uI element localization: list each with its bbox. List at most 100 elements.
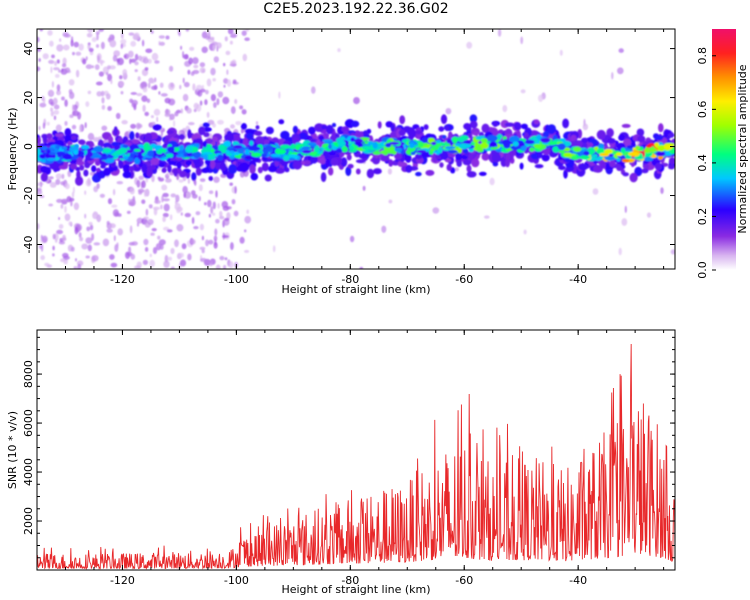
spectrogram-ridge-mark	[168, 153, 174, 158]
spectrogram-noise-mark	[184, 54, 189, 60]
spectrogram-band-mark	[622, 172, 629, 177]
spectrogram-ridge-mark	[460, 143, 472, 148]
spectrogram-ridge-mark	[512, 141, 519, 147]
spectrogram-band-mark	[231, 134, 241, 142]
spectrogram-ridge-mark	[669, 149, 675, 154]
spectrogram-noise-mark	[64, 67, 71, 73]
spectrogram-noise-mark	[245, 29, 250, 32]
spectrogram-band-mark	[606, 128, 614, 138]
spectrogram-noise-mark	[54, 61, 58, 66]
spectrogram-noise-mark	[169, 113, 175, 121]
spectrogram-noise-mark	[165, 35, 170, 40]
spectrogram-noise-mark	[41, 243, 44, 252]
spectrogram-band-mark	[345, 166, 352, 177]
spectrogram-ridge-mark	[573, 146, 582, 153]
spectrogram-noise-mark	[224, 257, 228, 261]
spectrogram-noise-mark	[130, 253, 136, 260]
spectrogram-noise-mark	[230, 242, 234, 251]
spectrogram-noise-mark	[107, 198, 113, 205]
spectrogram-noise-mark	[87, 44, 91, 50]
spectrogram-ridge-mark	[167, 146, 175, 153]
spectrogram-noise-mark	[362, 185, 366, 191]
spectrogram-noise-mark	[109, 39, 117, 48]
spectrogram-noise-mark	[136, 222, 140, 227]
spectrogram-ridge-mark	[458, 138, 465, 143]
x-tick-label: -120	[110, 574, 135, 587]
spectrogram-noise-mark	[123, 54, 127, 59]
spectrogram-band-mark	[319, 157, 327, 165]
colorbar-tick-label: 0.8	[696, 47, 709, 65]
spectrogram-noise-mark	[190, 239, 196, 245]
spectrogram-noise-mark	[160, 93, 168, 97]
spectrogram-noise-mark	[201, 249, 205, 254]
spectrogram-noise-mark	[621, 218, 628, 226]
spectrogram-band-mark	[609, 160, 616, 168]
spectrogram-noise-mark	[117, 57, 124, 66]
spectrogram-noise-mark	[117, 228, 123, 236]
spectrogram-noise-mark	[200, 258, 207, 262]
spectrogram-noise-mark	[213, 176, 220, 183]
spectrogram-noise-mark	[128, 50, 134, 58]
spectrogram-noise-mark	[85, 237, 93, 244]
spectrogram-noise-mark	[158, 91, 161, 95]
spectrogram-band-mark	[76, 170, 81, 180]
spectrogram-noise-mark	[246, 209, 250, 214]
spectrogram-ridge-mark	[279, 144, 291, 149]
spectrogram-band-mark	[63, 160, 69, 169]
spectrogram-noise-mark	[182, 93, 189, 102]
spectrogram-noise-mark	[128, 201, 135, 207]
spectrogram-ridge-mark	[431, 145, 440, 151]
spectrogram-noise-mark	[158, 239, 166, 246]
spectrogram-band-mark	[328, 167, 334, 176]
spectrogram-noise-mark	[153, 108, 161, 116]
spectrogram-noise-mark	[137, 55, 143, 61]
spectrogram-noise-mark	[230, 60, 236, 65]
x-tick-label: -120	[110, 273, 135, 286]
spectrogram-band-mark	[346, 153, 352, 161]
spectrogram-band-mark	[55, 133, 64, 138]
snr-panel: -120 -100 -80 -60 -40 2000 4000 6000 8000 Heigh…	[6, 329, 676, 596]
spectrogram-band-mark	[167, 164, 172, 173]
spectrogram-band-mark	[541, 154, 550, 162]
spectrogram-noise-mark	[91, 255, 99, 262]
y-tick-label: -20	[22, 187, 35, 205]
spectrogram-noise-mark	[244, 249, 250, 253]
spectrogram-band-mark	[178, 134, 186, 140]
spectrogram-ridge-mark	[301, 146, 311, 150]
spectrogram-noise-mark	[216, 98, 220, 106]
spectrogram-noise-mark	[48, 176, 54, 180]
spectrogram-noise-mark	[215, 218, 220, 224]
spectrogram-noise-mark	[212, 78, 216, 82]
spectrogram-noise-mark	[207, 199, 212, 208]
spectrogram-noise-mark	[170, 247, 175, 255]
spectrogram-noise-mark	[381, 225, 387, 233]
spectrogram-noise-mark	[179, 259, 187, 267]
spectrogram-noise-mark	[133, 32, 140, 40]
x-tick-label: -80	[341, 574, 359, 587]
spectrogram-noise-mark	[56, 84, 61, 92]
spectrogram-ridge-mark	[533, 143, 542, 149]
spectrogram-noise-mark	[75, 258, 77, 262]
spectrogram-noise-mark	[100, 59, 103, 66]
spectrogram-band-mark	[278, 119, 285, 125]
spectrogram-noise-mark	[91, 65, 95, 69]
spectrogram-noise-mark	[40, 255, 45, 261]
spectrogram-band-mark	[637, 135, 646, 143]
spectrogram-noise-mark	[213, 235, 218, 242]
spectrogram-band-mark	[607, 138, 616, 144]
spectrogram-noise-mark	[230, 124, 235, 129]
spectrogram-band-mark	[468, 154, 474, 159]
spectrogram-frame	[36, 28, 676, 270]
spectrogram-noise-mark	[242, 53, 248, 62]
spectrogram-band-mark	[636, 128, 645, 137]
colorbar-tick-label: 0.0	[696, 261, 709, 279]
spectrogram-band-mark	[469, 114, 478, 123]
spectrogram-noise-mark	[110, 262, 118, 268]
spectrogram-band-mark	[558, 165, 566, 171]
spectrogram-band-mark	[308, 126, 316, 135]
spectrogram-noise-mark	[130, 92, 138, 95]
spectrogram-noise-mark	[147, 82, 151, 89]
spectrogram-noise-mark	[187, 253, 192, 261]
spectrogram-noise-mark	[538, 94, 544, 103]
spectrogram-noise-mark	[60, 258, 65, 263]
